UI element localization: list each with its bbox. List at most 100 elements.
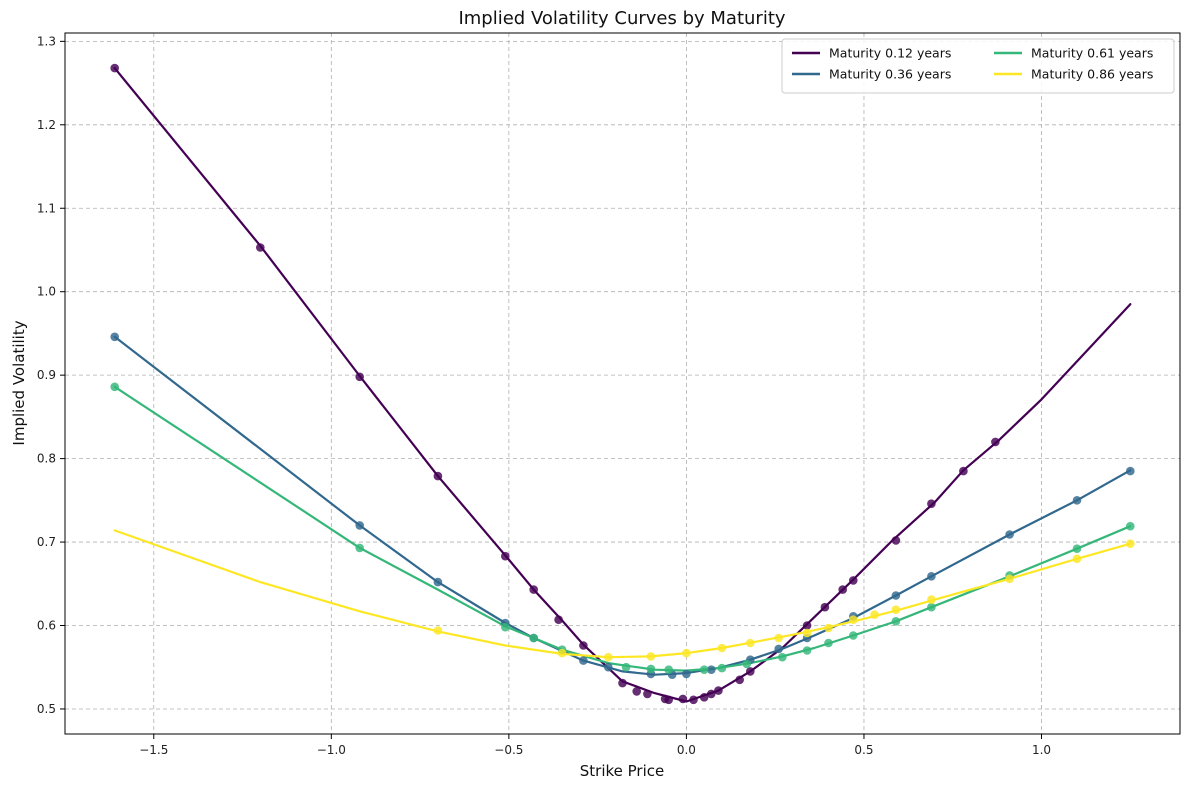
data-point	[891, 591, 901, 600]
y-tick-label: 0.8	[37, 452, 56, 466]
data-point	[255, 243, 265, 252]
data-point	[699, 693, 709, 702]
data-point	[1072, 544, 1082, 553]
series-group	[113, 385, 1132, 672]
x-tick-label: −0.5	[494, 743, 523, 757]
data-point	[618, 678, 627, 688]
data-point	[682, 648, 691, 658]
data-point	[557, 648, 567, 658]
data-point	[433, 577, 443, 587]
data-point	[959, 466, 968, 476]
x-tick-label: 0.5	[854, 743, 873, 757]
data-point	[746, 667, 755, 676]
legend-label: Maturity 0.61 years	[1031, 46, 1153, 61]
data-point	[554, 615, 563, 624]
data-point	[579, 656, 588, 665]
data-point	[664, 695, 673, 705]
legend-label: Maturity 0.12 years	[829, 46, 951, 61]
series-points	[110, 63, 1000, 705]
data-point	[433, 626, 443, 635]
data-point	[927, 572, 936, 581]
data-point	[355, 543, 365, 553]
chart-title: Implied Volatility Curves by Maturity	[458, 8, 785, 29]
data-point	[1126, 521, 1135, 531]
data-point	[643, 689, 652, 699]
x-tick-label: 0.0	[677, 743, 696, 757]
data-point	[824, 638, 833, 648]
data-point	[820, 602, 830, 612]
data-point	[699, 665, 709, 674]
data-point	[849, 615, 858, 624]
data-point	[714, 686, 723, 695]
grid-layer	[65, 33, 1180, 734]
data-point	[579, 641, 588, 650]
data-point	[849, 576, 858, 585]
axis-layer: −1.5 −1.0 −0.5 0.0 0.5 1.0 0.5 0.6 0.7 0.8 0.9 1.0 1…	[37, 34, 1051, 757]
data-point	[604, 652, 613, 662]
data-point	[824, 623, 833, 633]
series-group	[113, 529, 1132, 659]
y-tick-label: 0.5	[37, 702, 56, 716]
legend-label: Maturity 0.86 years	[1031, 67, 1153, 82]
data-point	[1072, 554, 1082, 564]
data-point	[110, 332, 119, 342]
legend-item: Maturity 0.86 years	[994, 67, 1153, 82]
data-point	[774, 633, 783, 643]
data-point	[774, 644, 783, 654]
data-point	[891, 617, 901, 626]
y-tick-label: 0.7	[37, 535, 56, 549]
data-point	[742, 659, 752, 669]
y-tick-label: 0.9	[37, 368, 56, 382]
data-point	[1005, 530, 1014, 539]
data-point	[707, 665, 716, 674]
data-point	[646, 664, 656, 674]
data-point	[1005, 574, 1014, 584]
data-point	[927, 595, 936, 604]
data-point	[632, 687, 641, 696]
data-point	[991, 437, 1000, 447]
data-point	[682, 669, 691, 679]
data-point	[501, 622, 510, 632]
y-tick-label: 1.1	[37, 201, 56, 215]
data-point	[746, 638, 755, 648]
data-point	[621, 662, 631, 672]
series-layer	[110, 63, 1135, 705]
data-point	[433, 471, 443, 481]
series-line	[113, 385, 1132, 672]
data-point	[717, 663, 727, 673]
data-point	[529, 633, 538, 643]
data-point	[735, 675, 744, 685]
data-point	[849, 631, 858, 640]
y-axis-label: Implied Volatility	[10, 320, 28, 445]
data-point	[870, 610, 879, 619]
data-point	[717, 643, 727, 653]
legend: Maturity 0.12 years Maturity 0.36 years Ma…	[781, 38, 1175, 94]
data-point	[707, 689, 716, 699]
legend-item: Maturity 0.12 years	[792, 46, 951, 61]
data-point	[678, 694, 688, 704]
series-points	[433, 539, 1135, 662]
data-point	[778, 652, 787, 662]
data-point	[838, 585, 847, 594]
data-point	[110, 63, 119, 73]
data-point	[529, 585, 538, 594]
data-point	[664, 665, 673, 674]
y-tick-label: 0.6	[37, 619, 56, 633]
data-point	[927, 499, 936, 509]
data-point	[891, 605, 901, 614]
legend-label: Maturity 0.36 years	[829, 67, 951, 82]
data-point	[1126, 466, 1135, 476]
legend-item: Maturity 0.36 years	[792, 67, 951, 82]
series-line	[113, 529, 1132, 659]
data-point	[1072, 496, 1082, 505]
x-tick-label: −1.0	[317, 743, 346, 757]
data-point	[501, 551, 510, 561]
data-point	[891, 536, 901, 545]
data-point	[689, 695, 698, 705]
legend-box	[781, 38, 1175, 94]
data-point	[110, 382, 119, 392]
data-point	[802, 646, 812, 655]
data-point	[802, 621, 812, 630]
y-tick-label: 1.2	[37, 118, 56, 132]
